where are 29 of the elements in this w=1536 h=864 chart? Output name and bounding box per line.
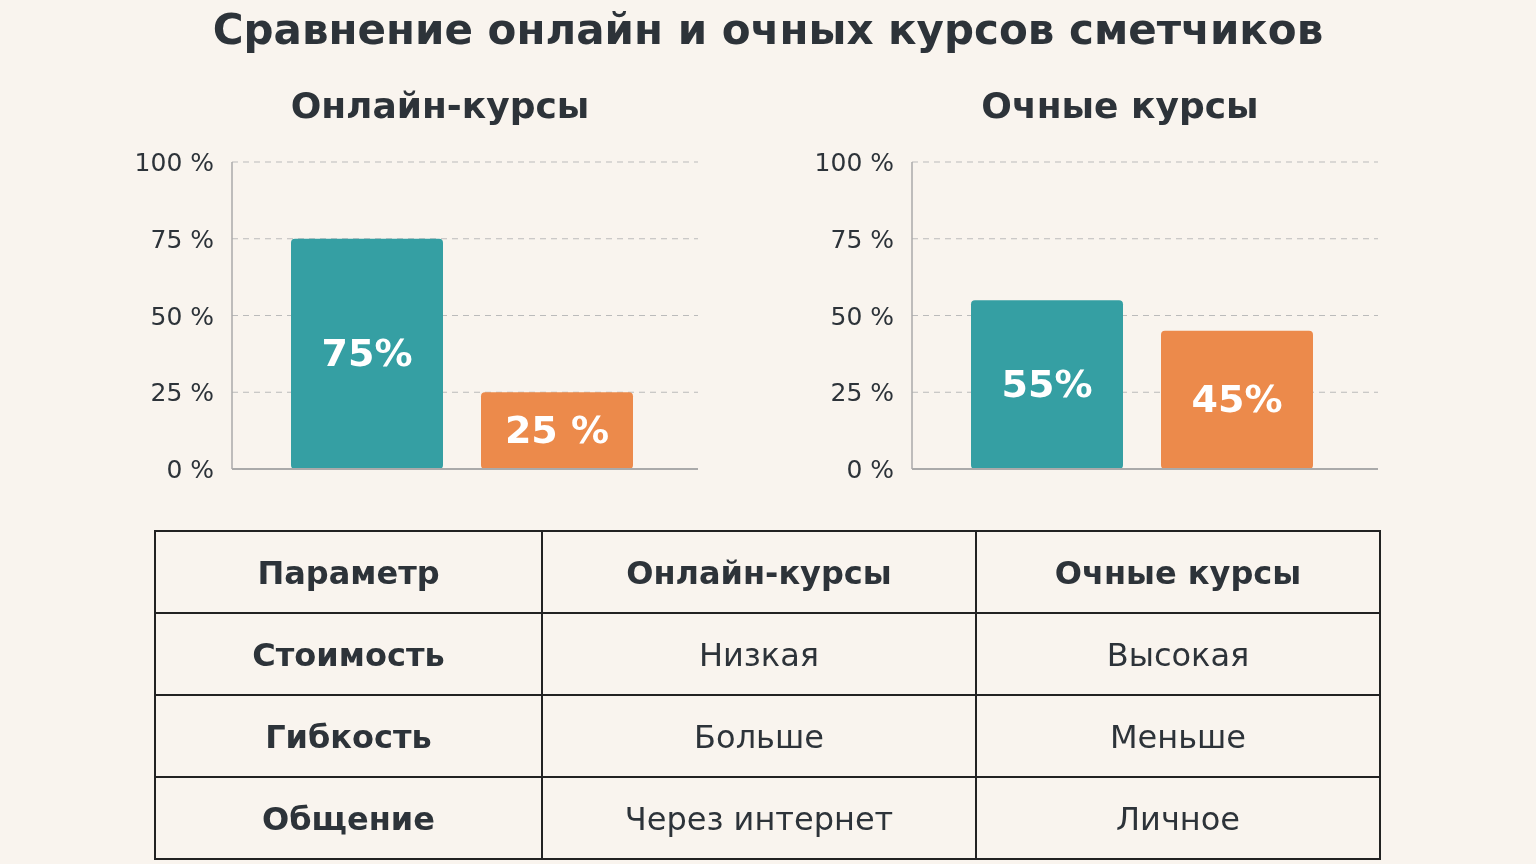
y-tick-label: 100 % — [814, 148, 894, 177]
text: Личное — [1116, 800, 1240, 838]
y-tick-label: 0 % — [846, 455, 894, 484]
text: Больше — [694, 718, 824, 756]
text: Стоимость — [252, 636, 445, 674]
category-label: Параметр — [257, 554, 440, 592]
y-tick-label: 25 % — [150, 378, 214, 408]
chart-title: Очные курсы — [981, 85, 1259, 126]
chart-title: Онлайн-курсы — [290, 85, 590, 126]
data-label: 45% — [1191, 376, 1283, 421]
y-tick-label: 0 % — [166, 455, 214, 484]
text: Сравнение онлайн и очных курсов сметчиков — [212, 5, 1324, 54]
text: Низкая — [698, 636, 820, 674]
text: Через интернет — [624, 800, 894, 838]
y-tick-label: 50 % — [830, 301, 894, 331]
y-tick-label: 25 % — [830, 378, 894, 408]
text: Высокая — [1106, 636, 1250, 674]
category-label: Онлайн-курсы — [626, 554, 892, 592]
y-tick-label: 50 % — [150, 301, 214, 331]
data-label: 25 % — [504, 407, 610, 452]
text: Гибкость — [265, 718, 432, 756]
data-label: 75% — [321, 330, 413, 375]
y-tick-label: 75 % — [150, 224, 214, 254]
y-tick-label: 75 % — [830, 224, 894, 254]
category-label: Очные курсы — [1054, 554, 1302, 592]
data-label: 55% — [1001, 361, 1093, 406]
y-tick-label: 100 % — [134, 148, 214, 177]
text: Общение — [262, 800, 435, 838]
text: Меньше — [1109, 718, 1247, 756]
